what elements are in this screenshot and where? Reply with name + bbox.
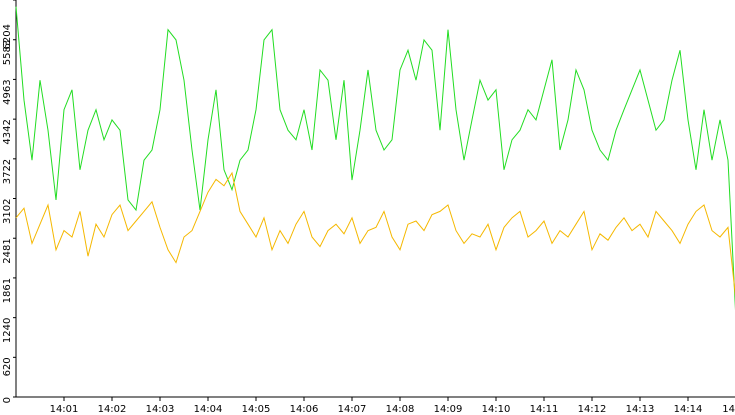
y-tick-label: 3102: [2, 199, 13, 224]
x-tick-label: 14:13: [626, 404, 655, 415]
x-tick-label: 14:11: [530, 404, 559, 415]
x-tick-label: 14:14: [674, 404, 703, 415]
x-tick-label: 14:06: [290, 404, 319, 415]
y-tick-label: 3722: [2, 159, 13, 184]
y-tick-label: 2481: [2, 238, 13, 263]
x-tick-label: 14:08: [386, 404, 415, 415]
x-tick-label: 14:07: [338, 404, 367, 415]
series-line: [15, 6, 735, 311]
x-tick-label: 14:05: [242, 404, 271, 415]
y-tick-label: 4342: [2, 119, 13, 144]
x-tick-label: 14:09: [434, 404, 463, 415]
y-tick-label: 620: [2, 357, 13, 376]
y-tick-label: 0: [2, 397, 13, 403]
x-tick-label: 14:03: [146, 404, 175, 415]
x-tick-label: 14:10: [482, 404, 511, 415]
x-tick-label: 14:04: [194, 404, 223, 415]
y-tick-label: 1861: [2, 278, 13, 303]
y-tick-label: 6204: [2, 24, 13, 49]
x-tick-label: 14:12: [578, 404, 607, 415]
x-tick-label: 14: [722, 404, 735, 415]
y-tick-label: 5583: [2, 40, 13, 65]
x-tick-label: 14:01: [50, 404, 79, 415]
x-tick-label: 14:02: [98, 404, 127, 415]
y-tick-label: 1240: [2, 318, 13, 343]
series-line: [15, 171, 735, 297]
y-tick-label: 4963: [2, 79, 13, 104]
